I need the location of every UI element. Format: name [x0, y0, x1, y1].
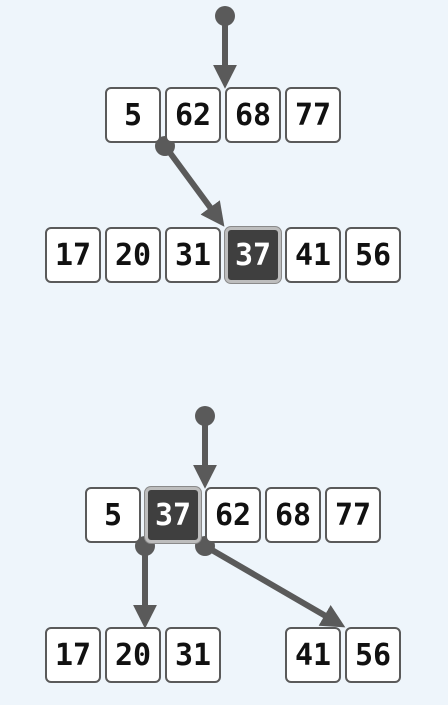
before-child-key-highlighted: 37 — [225, 227, 281, 283]
before-parent-key: 5 — [105, 87, 161, 143]
before-parent-key: 68 — [225, 87, 281, 143]
after-left-child-key: 31 — [165, 627, 221, 683]
before-child-key: 41 — [285, 227, 341, 283]
before-child-pointer-arrow — [162, 144, 225, 227]
before-parent-key: 77 — [285, 87, 341, 143]
before-child-key: 20 — [105, 227, 161, 283]
before-child-key: 56 — [345, 227, 401, 283]
after-parent-key: 5 — [85, 487, 141, 543]
before-parent-key: 62 — [165, 87, 221, 143]
after-right-child-key: 41 — [285, 627, 341, 683]
after-parent-key: 68 — [265, 487, 321, 543]
after-right-child-key: 56 — [345, 627, 401, 683]
after-parent-key: 77 — [325, 487, 381, 543]
after-left-child-key: 17 — [45, 627, 101, 683]
after-parent-key-highlighted: 37 — [145, 487, 201, 543]
before-child-key: 31 — [165, 227, 221, 283]
after-right-child-pointer-arrow — [203, 543, 346, 628]
after-parent-key: 62 — [205, 487, 261, 543]
before-child-key: 17 — [45, 227, 101, 283]
after-left-child-key: 20 — [105, 627, 161, 683]
